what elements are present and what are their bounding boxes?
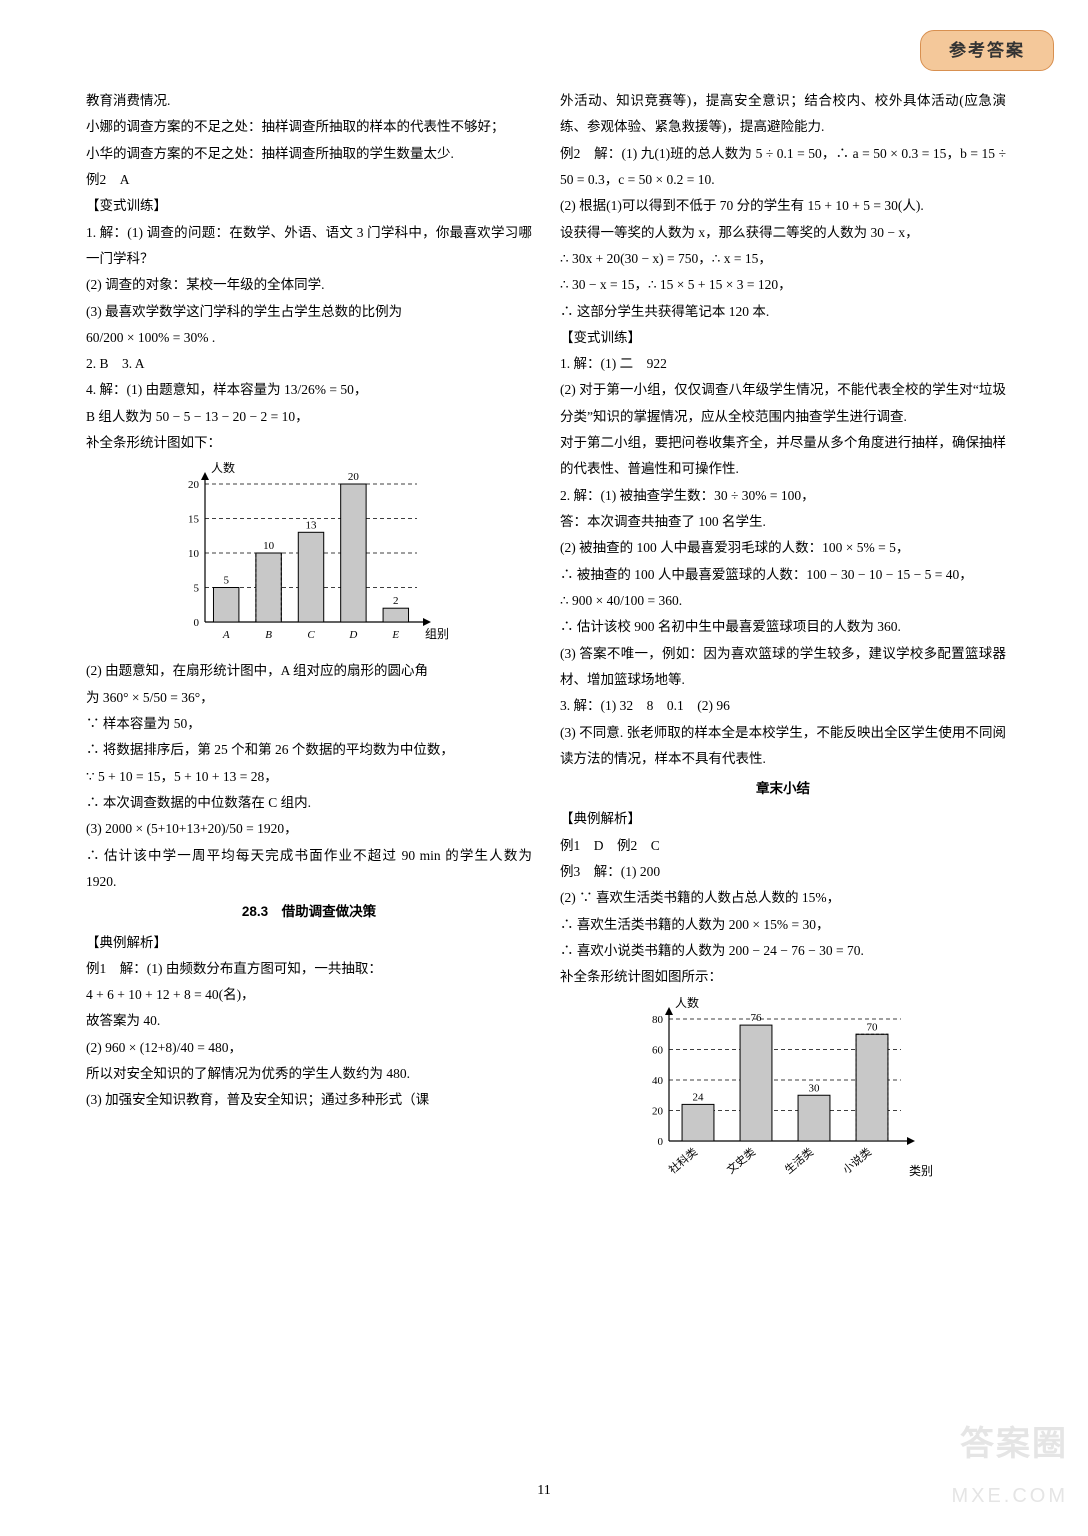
svg-text:30: 30 xyxy=(809,1082,821,1094)
section-heading: 章末小结 xyxy=(560,776,1006,802)
text: 2. B 3. A xyxy=(86,351,532,377)
text: 1. 解：(1) 调查的问题：在数学、外语、语文 3 门学科中，你最喜欢学习哪一… xyxy=(86,220,532,273)
svg-text:0: 0 xyxy=(658,1136,664,1148)
text: ∵ 样本容量为 50， xyxy=(86,711,532,737)
svg-text:小说类: 小说类 xyxy=(840,1144,874,1176)
text: 小娜的调查方案的不足之处：抽样调查所抽取的样本的代表性不够好； xyxy=(86,114,532,140)
text: 教育消费情况. xyxy=(86,88,532,114)
text: (2) 调查的对象：某校一年级的全体同学. xyxy=(86,272,532,298)
text: 小华的调查方案的不足之处：抽样调查所抽取的学生数量太少. xyxy=(86,141,532,167)
text: 补全条形统计图如图所示： xyxy=(560,964,1006,990)
text: 外活动、知识竞赛等)，提高安全意识；结合校内、校外具体活动(应急演练、参观体验、… xyxy=(560,88,1006,141)
text: ∴ 900 × 40/100 = 360. xyxy=(560,588,1006,614)
text: ∴ 喜欢小说类书籍的人数为 200 − 24 − 76 − 30 = 70. xyxy=(560,938,1006,964)
text: ∴ 30x + 20(30 − x) = 750，∴ x = 15， xyxy=(560,246,1006,272)
text: 【变式训练】 xyxy=(86,193,532,219)
svg-text:社科类: 社科类 xyxy=(666,1144,700,1176)
svg-text:40: 40 xyxy=(652,1075,664,1087)
text: ∴ 被抽查的 100 人中最喜爱篮球的人数：100 − 30 − 10 − 15… xyxy=(560,562,1006,588)
svg-text:13: 13 xyxy=(306,520,318,532)
section-heading: 28.3 借助调查做决策 xyxy=(86,899,532,925)
svg-text:D: D xyxy=(348,629,357,641)
text: 1. 解：(1) 二 922 xyxy=(560,351,1006,377)
text: (2) 根据(1)可以得到不低于 70 分的学生有 15 + 10 + 5 = … xyxy=(560,193,1006,219)
text: 设获得一等奖的人数为 x，那么获得二等奖的人数为 30 − x， xyxy=(560,220,1006,246)
text: 3. 解：(1) 32 8 0.1 (2) 96 xyxy=(560,693,1006,719)
svg-text:2: 2 xyxy=(393,596,399,608)
chart1: 0 5 10 15 20 5 A 10 B 13 C 20 D 2 E 人数组别 xyxy=(159,462,459,652)
text: 【典例解析】 xyxy=(560,806,1006,832)
text: (3) 2000 × (5+10+13+20)/50 = 1920， xyxy=(86,816,532,842)
text: 4 + 6 + 10 + 12 + 8 = 40(名)， xyxy=(86,982,532,1008)
text: 2. 解：(1) 被抽查学生数：30 ÷ 30% = 100， xyxy=(560,483,1006,509)
svg-text:10: 10 xyxy=(188,548,200,560)
text: (2) 对于第一小组，仅仅调查八年级学生情况，不能代表全校的学生对“垃圾分类”知… xyxy=(560,377,1006,430)
chart2: 0 20 40 60 80 24 社科类 76 文史类 30 生活类 70 小说类 人数类别 xyxy=(623,997,943,1187)
text: 【典例解析】 xyxy=(86,930,532,956)
left-column: 教育消费情况. 小娜的调查方案的不足之处：抽样调查所抽取的样本的代表性不够好； … xyxy=(86,88,532,1193)
text: 【变式训练】 xyxy=(560,325,1006,351)
svg-text:C: C xyxy=(307,629,315,641)
svg-text:B: B xyxy=(265,629,272,641)
text: 例2 解：(1) 九(1)班的总人数为 5 ÷ 0.1 = 50，∴ a = 5… xyxy=(560,141,1006,194)
page-number: 11 xyxy=(0,1477,1088,1504)
text: 4. 解：(1) 由题意知，样本容量为 13/26% = 50， xyxy=(86,377,532,403)
svg-text:20: 20 xyxy=(188,479,200,491)
text: 所以对安全知识的了解情况为优秀的学生人数约为 480. xyxy=(86,1061,532,1087)
text: 60/200 × 100% = 30% . xyxy=(86,325,532,351)
text: ∴ 估计该中学一周平均每天完成书面作业不超过 90 min 的学生人数为 192… xyxy=(86,843,532,896)
text: 例2 A xyxy=(86,167,532,193)
text: ∵ 5 + 10 = 15，5 + 10 + 13 = 28， xyxy=(86,764,532,790)
svg-text:E: E xyxy=(391,629,399,641)
svg-text:A: A xyxy=(222,629,230,641)
text: ∴ 估计该校 900 名初中生中最喜爱篮球项目的人数为 360. xyxy=(560,614,1006,640)
text: 例1 D 例2 C xyxy=(560,833,1006,859)
text: 故答案为 40. xyxy=(86,1008,532,1034)
svg-text:80: 80 xyxy=(652,1014,664,1026)
header-badge: 参考答案 xyxy=(920,30,1054,71)
text: (2) 被抽查的 100 人中最喜爱羽毛球的人数：100 × 5% = 5， xyxy=(560,535,1006,561)
text: ∴ 这部分学生共获得笔记本 120 本. xyxy=(560,299,1006,325)
svg-text:5: 5 xyxy=(194,583,200,595)
text: (3) 答案不唯一，例如：因为喜欢篮球的学生较多，建议学校多配置篮球器材、增加篮… xyxy=(560,641,1006,694)
svg-text:15: 15 xyxy=(188,514,200,526)
watermark-line1: 答案圈 xyxy=(951,1411,1068,1477)
text: (3) 不同意. 张老师取的样本全是本校学生，不能反映出全区学生使用不同阅读方法… xyxy=(560,720,1006,773)
text: B 组人数为 50 − 5 − 13 − 20 − 2 = 10， xyxy=(86,404,532,430)
svg-text:人数: 人数 xyxy=(675,997,699,1010)
text: 为 360° × 5/50 = 36°， xyxy=(86,685,532,711)
text: (3) 加强安全知识教育，普及安全知识；通过多种形式（课 xyxy=(86,1087,532,1113)
chart1-container: 0 5 10 15 20 5 A 10 B 13 C 20 D 2 E 人数组别 xyxy=(86,462,532,652)
text: (2) 960 × (12+8)/40 = 480， xyxy=(86,1035,532,1061)
text: 例3 解：(1) 200 xyxy=(560,859,1006,885)
text: (3) 最喜欢学数学这门学科的学生占学生总数的比例为 xyxy=(86,299,532,325)
svg-text:类别: 类别 xyxy=(909,1164,933,1178)
text: 答：本次调查共抽查了 100 名学生. xyxy=(560,509,1006,535)
svg-text:20: 20 xyxy=(348,471,360,483)
svg-text:24: 24 xyxy=(693,1091,705,1103)
text: 补全条形统计图如下： xyxy=(86,430,532,456)
svg-text:20: 20 xyxy=(652,1105,664,1117)
svg-text:5: 5 xyxy=(223,575,229,587)
svg-text:生活类: 生活类 xyxy=(782,1144,816,1176)
svg-text:0: 0 xyxy=(194,617,200,629)
text: ∴ 30 − x = 15，∴ 15 × 5 + 15 × 3 = 120， xyxy=(560,272,1006,298)
text: ∴ 喜欢生活类书籍的人数为 200 × 15% = 30， xyxy=(560,912,1006,938)
text: (2) ∵ 喜欢生活类书籍的人数占总人数的 15%， xyxy=(560,885,1006,911)
text: 例1 解：(1) 由频数分布直方图可知，一共抽取： xyxy=(86,956,532,982)
svg-text:文史类: 文史类 xyxy=(724,1144,758,1176)
page-body: 教育消费情况. 小娜的调查方案的不足之处：抽样调查所抽取的样本的代表性不够好； … xyxy=(86,88,1006,1193)
svg-text:70: 70 xyxy=(867,1021,879,1033)
svg-text:76: 76 xyxy=(751,1012,763,1024)
svg-text:人数: 人数 xyxy=(211,462,235,475)
text: (2) 由题意知，在扇形统计图中，A 组对应的扇形的圆心角 xyxy=(86,658,532,684)
svg-text:60: 60 xyxy=(652,1044,664,1056)
svg-text:10: 10 xyxy=(263,540,275,552)
text: ∴ 将数据排序后，第 25 个和第 26 个数据的平均数为中位数， xyxy=(86,737,532,763)
svg-text:组别: 组别 xyxy=(425,627,449,641)
chart2-container: 0 20 40 60 80 24 社科类 76 文史类 30 生活类 70 小说类 人数类别 xyxy=(560,997,1006,1187)
text: 对于第二小组，要把问卷收集齐全，并尽量从多个角度进行抽样，确保抽样的代表性、普遍… xyxy=(560,430,1006,483)
text: ∴ 本次调查数据的中位数落在 C 组内. xyxy=(86,790,532,816)
right-column: 外活动、知识竞赛等)，提高安全意识；结合校内、校外具体活动(应急演练、参观体验、… xyxy=(560,88,1006,1193)
